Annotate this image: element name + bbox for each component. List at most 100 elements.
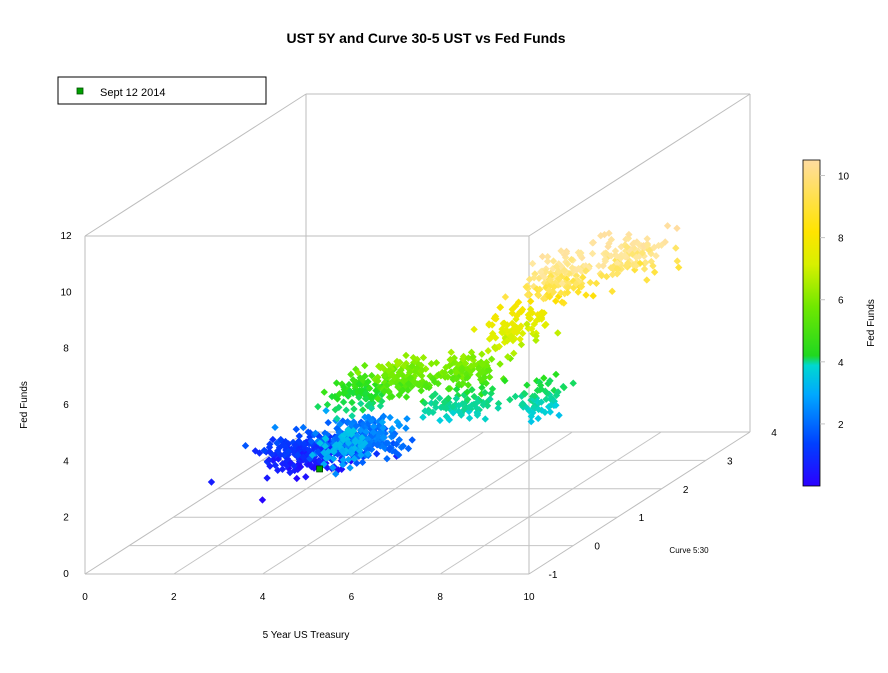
data-point (589, 292, 597, 300)
data-point (375, 362, 383, 371)
data-point (291, 441, 299, 449)
data-point (531, 392, 539, 400)
data-point (398, 387, 406, 395)
data-point (339, 398, 348, 406)
box-edge (84, 431, 307, 575)
data-point (518, 329, 527, 338)
data-point (458, 366, 466, 375)
data-point (357, 399, 365, 408)
floor-grid (129, 431, 706, 575)
data-point (397, 366, 405, 374)
data-point (299, 453, 307, 461)
z-tick-label: 10 (60, 287, 72, 298)
data-point (546, 408, 554, 416)
data-point (595, 262, 603, 270)
data-point (381, 371, 389, 379)
data-point (389, 432, 397, 440)
x-tick-label: 8 (437, 592, 443, 603)
data-point (387, 378, 395, 387)
data-point (491, 312, 500, 321)
data-point (617, 254, 625, 262)
data-point (504, 353, 512, 361)
data-point (543, 253, 552, 261)
data-point (402, 393, 411, 401)
data-point (577, 283, 586, 291)
data-point (436, 416, 444, 425)
data-point (347, 448, 355, 456)
data-point (554, 388, 562, 396)
data-point (357, 442, 366, 451)
data-point (322, 406, 330, 415)
data-point (523, 291, 532, 299)
data-point (207, 478, 216, 486)
data-point (379, 433, 387, 442)
data-point (324, 447, 332, 456)
data-point (441, 373, 449, 381)
data-point (431, 400, 439, 408)
data-point (418, 366, 426, 374)
data-point (601, 255, 609, 263)
data-point (487, 355, 496, 363)
data-point (300, 439, 308, 448)
grid-line-x (351, 431, 573, 575)
data-point (579, 273, 587, 282)
data-point (266, 440, 274, 448)
data-point (344, 455, 353, 464)
data-point (599, 262, 607, 270)
data-point (552, 370, 560, 379)
data-point (388, 370, 396, 379)
data-point (311, 429, 320, 437)
data-point (473, 409, 482, 418)
data-point (506, 395, 514, 404)
data-point (265, 456, 273, 464)
data-point (542, 320, 550, 329)
data-point (523, 381, 531, 389)
data-point (340, 389, 349, 397)
data-point (342, 406, 350, 414)
data-point (275, 444, 284, 452)
data-point (348, 398, 356, 407)
data-point (394, 451, 403, 459)
data-point (369, 428, 378, 436)
data-point (355, 380, 363, 388)
data-point (344, 426, 353, 434)
data-point (560, 251, 569, 259)
data-point (374, 377, 382, 385)
data-point (675, 263, 683, 272)
data-point (613, 269, 622, 277)
data-point (470, 325, 478, 334)
data-point (241, 442, 250, 450)
data-point (632, 253, 640, 262)
colorbar: 2 4 6 8 10 Fed Funds (802, 159, 877, 487)
x-tick-label: 6 (349, 592, 355, 603)
y-axis-label: Curve 5:30 (669, 546, 709, 555)
data-point (488, 321, 496, 329)
data-point (293, 474, 301, 483)
data-point (597, 272, 606, 280)
data-point (347, 370, 355, 379)
data-point (435, 394, 444, 402)
data-point (534, 414, 542, 423)
data-point (486, 395, 494, 403)
data-point (522, 283, 530, 291)
data-point (607, 264, 615, 272)
data-point (345, 380, 353, 389)
data-point (271, 423, 279, 432)
data-point (367, 399, 375, 407)
data-point (542, 395, 550, 403)
data-point (537, 398, 545, 406)
data-point (463, 374, 472, 382)
data-point (554, 275, 563, 283)
data-point (477, 375, 485, 384)
data-point (340, 383, 348, 391)
data-point (386, 444, 394, 452)
data-point (276, 451, 285, 459)
data-point (613, 259, 621, 267)
data-point (421, 407, 429, 415)
grid-line-x (262, 431, 484, 575)
legend-marker (76, 87, 84, 95)
data-point (560, 383, 568, 392)
data-point (452, 375, 461, 383)
data-point (320, 388, 328, 396)
